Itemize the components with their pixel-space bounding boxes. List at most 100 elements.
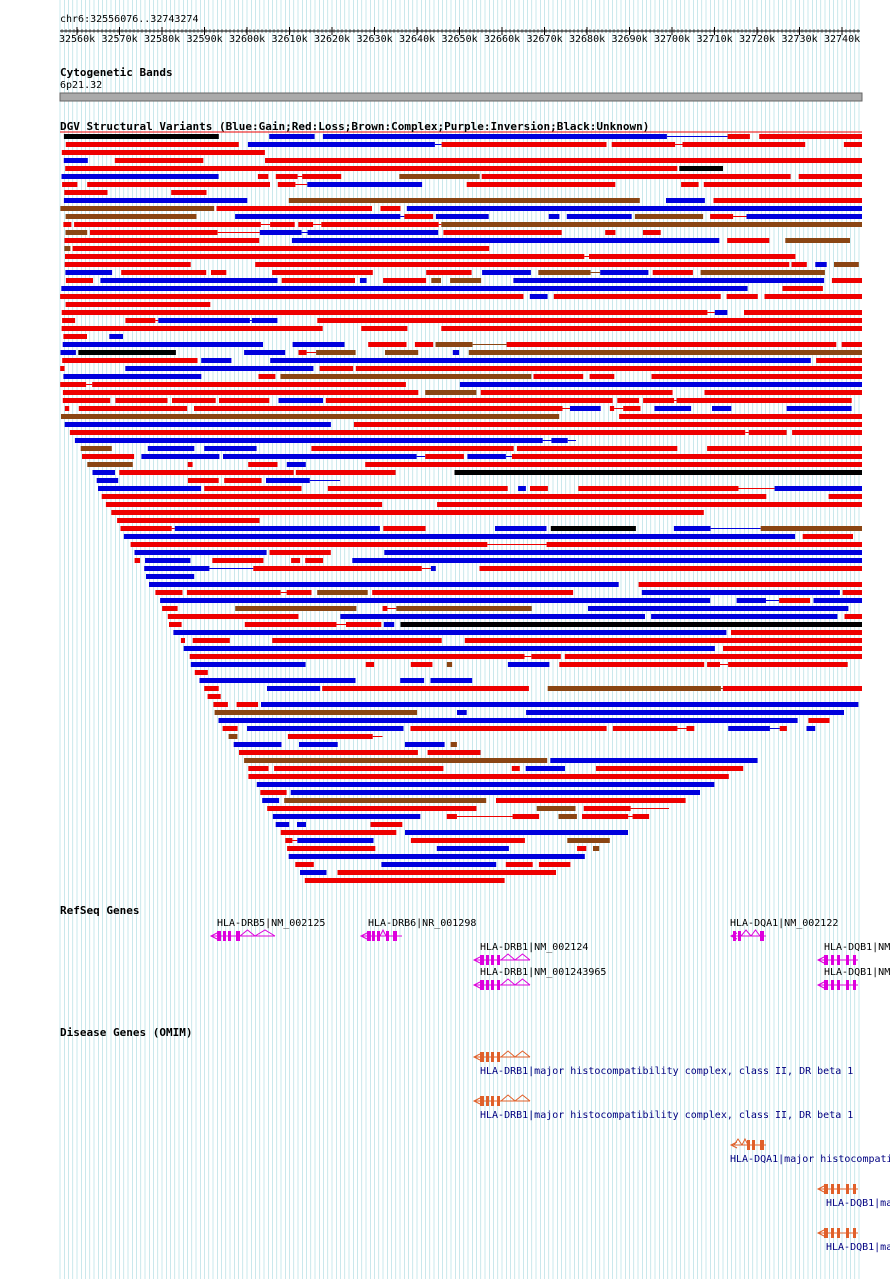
sv-bar	[682, 142, 806, 147]
sv-bar	[62, 390, 419, 395]
gene-label-hla-drb5[interactable]: HLA-DRB5|NM_002125	[217, 918, 326, 929]
sv-bar	[634, 214, 704, 219]
ruler-tick-label: 32560k	[59, 34, 96, 45]
exon-block	[824, 1184, 828, 1194]
sv-bar	[272, 814, 421, 819]
gene-label-hla-drb1-a[interactable]: HLA-DRB1|NM_002124	[480, 942, 589, 953]
omim-label-hla-dqb1-a[interactable]: HLA-DQB1|ma	[826, 1198, 890, 1209]
sv-bar	[381, 862, 497, 867]
gene-label-hla-drb1-b[interactable]: HLA-DRB1|NM_001243965	[480, 967, 607, 978]
gene-label-hla-dqb1-b[interactable]: HLA-DQB1|NM	[824, 967, 890, 978]
sv-bar	[365, 662, 375, 667]
sv-bar	[235, 214, 401, 219]
exon-block	[853, 980, 856, 990]
sv-bar	[304, 878, 505, 883]
sv-bar	[612, 726, 678, 731]
sv-bar	[134, 550, 267, 555]
sv-bar	[361, 326, 408, 331]
cytoband-track-title[interactable]: Cytogenetic Bands	[60, 66, 173, 79]
exon-block	[486, 955, 489, 965]
refseq-track-title[interactable]: RefSeq Genes	[60, 904, 140, 917]
sv-bar	[550, 758, 758, 763]
sv-bar	[189, 654, 525, 659]
sv-bar	[605, 230, 616, 235]
sv-bar	[384, 550, 862, 555]
sv-bar	[410, 662, 433, 667]
sv-bar	[272, 270, 373, 275]
sv-bar	[98, 486, 202, 491]
sv-bar	[505, 862, 533, 867]
sv-bar	[207, 694, 221, 699]
omim-track-title[interactable]: Disease Genes (OMIM)	[60, 1026, 193, 1039]
sv-bar	[117, 518, 260, 523]
sv-bar	[62, 318, 76, 323]
dgv-track-title[interactable]: DGV Structural Variants (Blue:Gain;Red:L…	[60, 120, 650, 133]
sv-bar	[396, 606, 532, 611]
sv-bar	[96, 478, 119, 483]
exon-block	[831, 1228, 834, 1238]
sv-bar	[233, 742, 282, 747]
sv-bar	[228, 734, 238, 739]
sv-bar	[212, 558, 264, 563]
sv-bar	[546, 542, 862, 547]
sv-bar	[65, 270, 113, 275]
sv-bar	[187, 478, 219, 483]
sv-bar	[87, 182, 270, 187]
sv-bar	[400, 678, 425, 683]
sv-bar	[244, 758, 548, 763]
sv-bar	[119, 470, 294, 475]
sv-bar	[459, 382, 862, 387]
sv-bar	[327, 486, 508, 491]
strand-arrow	[472, 981, 481, 989]
sv-bar	[80, 446, 112, 451]
exon-block	[853, 1184, 856, 1194]
dgv-variants-track	[60, 131, 862, 883]
exon-block	[497, 1052, 500, 1062]
gene-label-hla-dqa1[interactable]: HLA-DQA1|NM_002122	[730, 918, 839, 929]
sv-bar	[774, 486, 862, 491]
sv-bar	[482, 270, 531, 275]
omim-label-hla-dqa1[interactable]: HLA-DQA1|major histocompati	[730, 1154, 890, 1165]
omim-label-hla-dqb1-b[interactable]: HLA-DQB1|ma	[826, 1242, 890, 1253]
sv-bar	[61, 310, 708, 315]
sv-bar	[286, 590, 312, 595]
sv-bar	[61, 174, 219, 179]
sv-bar	[547, 686, 721, 691]
sv-bar	[281, 278, 355, 283]
sv-bar	[380, 206, 401, 211]
ruler-tick-label: 32720k	[739, 34, 776, 45]
sv-bar	[291, 558, 301, 563]
sv-bar	[60, 350, 76, 355]
strand-arrow	[816, 956, 825, 964]
sv-bar	[235, 606, 357, 611]
exon-block	[837, 1228, 840, 1238]
exon-block	[747, 1140, 750, 1150]
sv-bar	[728, 662, 848, 667]
sv-bar	[155, 590, 183, 595]
exon-block	[386, 931, 389, 941]
intron-chevron	[500, 978, 516, 986]
sv-bar	[512, 814, 540, 819]
sv-bar	[570, 406, 601, 411]
sv-bar	[87, 462, 133, 467]
sv-bar	[430, 678, 473, 683]
exon-block	[486, 980, 489, 990]
sv-bar	[299, 742, 338, 747]
sv-bar	[441, 326, 862, 331]
sv-bar	[322, 686, 529, 691]
sv-bar	[759, 134, 862, 139]
sv-bar	[450, 278, 482, 283]
sv-bar	[78, 406, 188, 411]
sv-bar	[435, 342, 473, 347]
intron-chevron	[514, 978, 531, 986]
omim-label-hla-drb1-a[interactable]: HLA-DRB1|major histocompatibility comple…	[480, 1066, 854, 1077]
omim-label-hla-drb1-b[interactable]: HLA-DRB1|major histocompatibility comple…	[480, 1110, 854, 1121]
sv-bar	[171, 190, 207, 195]
gene-label-hla-dqb1-a[interactable]: HLA-DQB1|NM	[824, 942, 890, 953]
sv-bar	[813, 598, 862, 603]
exon-block	[824, 980, 828, 990]
sv-bar	[285, 838, 293, 843]
sv-bar	[844, 614, 862, 619]
gene-label-hla-drb6[interactable]: HLA-DRB6|NR_001298	[368, 918, 477, 929]
